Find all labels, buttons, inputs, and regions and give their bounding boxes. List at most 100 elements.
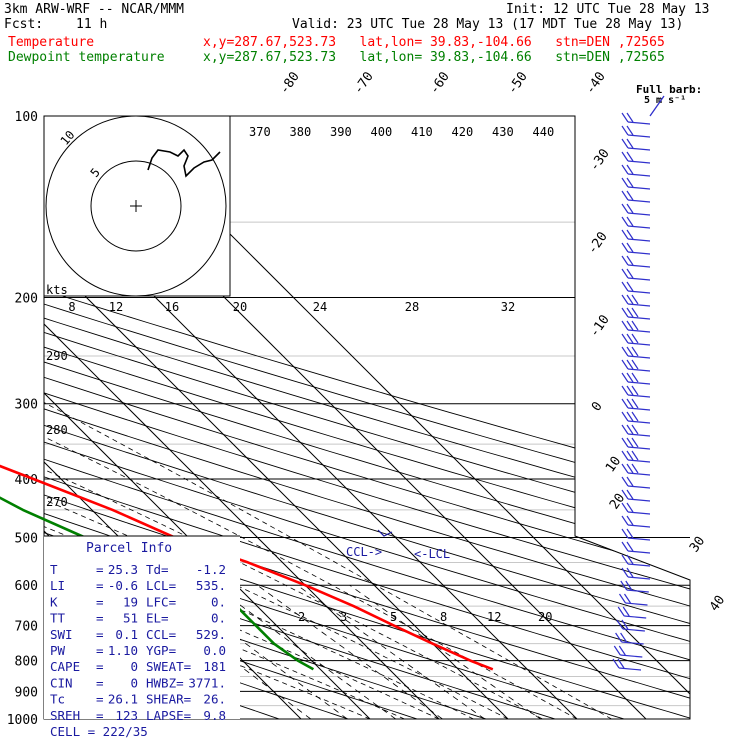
parcel-label-tt: TT: [50, 611, 66, 626]
wind-barb-shaft-17: [627, 342, 651, 346]
wind-barb-shaft-26: [627, 459, 651, 463]
wind-barb-flag-7-0: [621, 203, 629, 214]
dry-adiabat-370: [44, 116, 690, 719]
wind-barb-flag-19-2: [631, 359, 639, 370]
wind-barb-flag-35-1: [626, 567, 634, 578]
wind-barb-flag-22-0: [621, 398, 629, 409]
dewpoint-location-info: x,y=287.67,523.73 lat,lon= 39.83,-104.66…: [203, 50, 665, 65]
parcel-value-sweat: 181: [203, 659, 226, 674]
wind-barb-flag-15-2: [631, 307, 639, 318]
wind-barb-flag-30-0: [621, 502, 629, 513]
parcel-value-ccl: 529.: [196, 627, 226, 642]
parcel-value-ygp: 0.0: [203, 643, 226, 658]
wind-barb-flag-24-1: [626, 424, 634, 435]
wind-barb-flag-19-0: [621, 359, 629, 370]
wind-barb-flag-20-2: [631, 372, 639, 383]
wind-barb-shaft-9: [627, 238, 651, 242]
wind-barb-shaft-5: [627, 186, 651, 190]
isotherm-label-10: 10: [603, 454, 624, 475]
parcel-label-sweat: SWEAT=: [146, 659, 191, 674]
wind-barb-flag-28-1: [626, 476, 634, 487]
wind-barb-shaft-38: [624, 615, 647, 619]
wind-barb-flag-40-0: [615, 632, 623, 643]
dry-adiabat-350: [44, 116, 690, 719]
wind-barb-flag-25-0: [621, 437, 629, 448]
wind-barb-flag-0-1: [626, 112, 634, 123]
isotherm-label--40: -40: [583, 69, 609, 97]
parcel-value-tc: 26.1: [108, 692, 138, 707]
pressure-label-1000: 1000: [7, 713, 38, 728]
legend-dewpoint: Dewpoint temperature: [8, 50, 165, 65]
wind-barb-flag-24-0: [621, 424, 629, 435]
isotherm-label--20: -20: [585, 229, 611, 257]
parcel-value-el: 0.: [211, 611, 226, 626]
parcel-value-tt: 51: [123, 611, 138, 626]
wind-barb-flag-15-0: [621, 307, 629, 318]
wind-barb-flag-28-0: [621, 476, 629, 487]
isotherm-label-0: 0: [589, 399, 606, 414]
wind-barb-flag-34-1: [626, 554, 634, 565]
isotherm-label--10: -10: [587, 312, 613, 340]
wind-barb-flag-13-0: [621, 281, 629, 292]
valid-time: Valid: 23 UTC Tue 28 May 13 (17 MDT Tue …: [292, 17, 684, 32]
parcel-label-ccl: CCL=: [146, 627, 176, 642]
wind-barb-shaft-20: [627, 381, 651, 385]
wind-barb-flag-26-0: [621, 450, 629, 461]
theta-label-290: 290: [46, 349, 68, 363]
wind-barb-flag-17-1: [626, 333, 634, 344]
wind-barb-shaft-33: [627, 550, 651, 554]
parcel-value-pw: 1.10: [108, 643, 138, 658]
theta-label-420: 420: [452, 125, 474, 139]
wind-barb-flag-17-0: [621, 333, 629, 344]
wind-barb-shaft-1: [627, 134, 651, 138]
wind-barb-flag-12-0: [621, 268, 629, 279]
pressure-label-500: 500: [15, 531, 38, 546]
parcel-title: Parcel Info: [86, 541, 172, 556]
parcel-value-hwbz: 3771.: [188, 675, 226, 690]
wind-barb-shaft-18: [627, 355, 651, 359]
wind-barb-shaft-2: [627, 147, 651, 151]
dry-adiabat-460: [44, 116, 690, 719]
wind-barb-flag-0-0: [621, 112, 629, 123]
dry-adiabat-280: [44, 116, 418, 719]
wind-barb-shaft-41: [620, 654, 643, 658]
forecast-label: Fcst:: [4, 17, 44, 32]
wind-barb-shaft-10: [627, 251, 651, 255]
isotherm-label--70: -70: [351, 69, 377, 97]
mixing-ratio-label-8: 8: [440, 610, 447, 624]
parcel-eq-4: =: [96, 627, 104, 642]
moist-adiabat-20: [44, 297, 509, 719]
dry-adiabat-430: [44, 116, 690, 719]
wind-barb-flag-26-1: [626, 450, 634, 461]
parcel-label-shear: SHEAR=: [146, 692, 191, 707]
wind-barb-shaft-25: [627, 446, 651, 450]
parcel-value-t: 25.3: [108, 562, 138, 577]
wind-barb-flag-37-0: [619, 593, 626, 604]
parcel-value-shear: 26.: [203, 692, 226, 707]
wind-barb-flag-39-1: [621, 619, 629, 630]
parcel-label-cin: CIN: [50, 675, 73, 690]
wind-barb-flag-2-1: [626, 138, 634, 149]
parcel-marker: [377, 529, 393, 537]
wind-barb-shaft-4: [627, 173, 651, 177]
hodograph-ring-10: [45, 115, 227, 297]
wind-barb-flag-18-1: [626, 346, 634, 357]
parcel-label-td: Td=: [146, 562, 169, 577]
mixing-ratio-label-20: 20: [538, 610, 552, 624]
parcel-value-lfc: 0.: [211, 594, 226, 609]
temperature-location-info: x,y=287.67,523.73 lat,lon= 39.83,-104.66…: [203, 35, 665, 50]
wind-barb-shaft-13: [627, 290, 651, 294]
isotherm-label--60: -60: [427, 69, 453, 97]
wind-barb-shaft-24: [627, 433, 651, 437]
theta-label-430: 430: [492, 125, 514, 139]
wind-barb-flag-29-0: [621, 489, 629, 500]
init-time: Init: 12 UTC Tue 28 May 13: [506, 2, 710, 17]
model-title: 3km ARW-WRF -- NCAR/MMM: [4, 2, 185, 17]
theta-label-440: 440: [533, 125, 555, 139]
wind-barb-flag-16-0: [621, 320, 629, 331]
wind-barb-shaft-14: [627, 303, 651, 307]
isotherm-label-30: 30: [687, 534, 708, 555]
wind-barbs: Full barb:5 m s⁻¹: [612, 83, 702, 671]
wind-barb-flag-27-0: [621, 463, 629, 474]
wind-barb-flag-42-0: [612, 658, 620, 669]
